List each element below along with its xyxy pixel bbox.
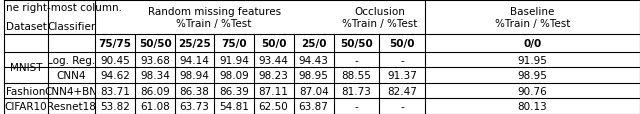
Text: 98.23: 98.23 [259,71,289,80]
Text: 25/0: 25/0 [301,39,326,49]
Text: 54.81: 54.81 [219,101,249,111]
Text: 98.94: 98.94 [180,71,209,80]
Text: 75/75: 75/75 [99,39,132,49]
Text: MNIST: MNIST [10,63,42,73]
Text: ne right-most column.: ne right-most column. [6,3,122,13]
Text: 86.09: 86.09 [140,86,170,96]
Text: Dataset: Dataset [6,22,47,31]
Text: 94.62: 94.62 [100,71,130,80]
Text: 83.71: 83.71 [100,86,130,96]
Text: 87.04: 87.04 [299,86,328,96]
Text: -: - [401,55,404,65]
Text: Resnet18: Resnet18 [47,101,95,111]
Text: -: - [355,101,358,111]
Text: 91.37: 91.37 [387,71,417,80]
Text: 50/0: 50/0 [261,39,286,49]
Text: 62.50: 62.50 [259,101,289,111]
Text: 80.13: 80.13 [518,101,547,111]
Text: 50/50: 50/50 [139,39,172,49]
Text: Baseline: Baseline [511,6,555,16]
Text: 87.11: 87.11 [259,86,289,96]
Text: 94.43: 94.43 [299,55,328,65]
Text: 86.38: 86.38 [180,86,209,96]
Text: Occlusion: Occlusion [354,6,405,16]
Text: 25/25: 25/25 [178,39,211,49]
Text: -: - [355,55,358,65]
Text: 63.73: 63.73 [180,101,209,111]
Text: 98.95: 98.95 [299,71,328,80]
Text: %Train / %Test: %Train / %Test [342,19,417,29]
Text: CNN4: CNN4 [56,71,86,80]
Text: 82.47: 82.47 [387,86,417,96]
Text: 88.55: 88.55 [342,71,371,80]
Text: 75/0: 75/0 [221,39,246,49]
Text: 91.95: 91.95 [518,55,548,65]
Text: CNN4+BN: CNN4+BN [45,86,98,96]
Text: 90.45: 90.45 [100,55,130,65]
Text: -: - [401,101,404,111]
Text: CIFAR10: CIFAR10 [4,101,47,111]
Text: 98.95: 98.95 [518,71,548,80]
Text: 53.82: 53.82 [100,101,130,111]
Text: %Train / %Test: %Train / %Test [495,19,570,29]
Text: 93.44: 93.44 [259,55,289,65]
Text: 81.73: 81.73 [342,86,371,96]
Text: 61.08: 61.08 [140,101,170,111]
Text: 91.94: 91.94 [219,55,249,65]
Text: 98.09: 98.09 [219,71,249,80]
Text: 50/50: 50/50 [340,39,373,49]
Text: Fashion: Fashion [6,86,45,96]
Text: 90.76: 90.76 [518,86,547,96]
Text: 86.39: 86.39 [219,86,249,96]
Text: 98.34: 98.34 [140,71,170,80]
Text: Log. Reg.: Log. Reg. [47,55,95,65]
Text: 93.68: 93.68 [140,55,170,65]
Text: Random missing features: Random missing features [148,6,281,16]
Text: Classifier: Classifier [47,22,95,31]
Text: 63.87: 63.87 [299,101,328,111]
Text: 94.14: 94.14 [180,55,209,65]
Text: 0/0: 0/0 [524,39,541,49]
Text: 50/0: 50/0 [390,39,415,49]
Text: %Train / %Test: %Train / %Test [177,19,252,29]
